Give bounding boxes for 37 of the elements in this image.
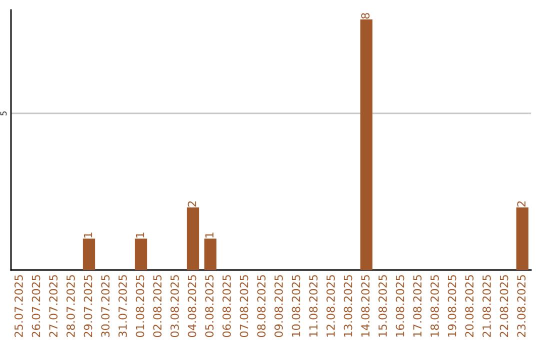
x-tick-label: 31.07.2025 [118,275,127,337]
x-tick-label: 30.07.2025 [101,275,110,337]
x-tick-label: 02.08.2025 [153,275,162,338]
x-tick-label: 27.07.2025 [49,275,58,337]
x-tick-label: 11.08.2025 [309,275,318,337]
x-tick-label: 18.08.2025 [430,275,439,337]
x-tick-label: 15.08.2025 [378,275,387,337]
x-tick-label: 19.08.2025 [448,275,456,337]
x-tick-label: 13.08.2025 [344,275,352,337]
data-label: 1 [84,232,92,238]
x-tick-label: 17.08.2025 [413,275,422,337]
x-tick-label: 03.08.2025 [170,275,179,338]
data-label: 1 [136,232,144,238]
x-tick-label: 22.08.2025 [500,275,508,337]
x-tick-label: 21.08.2025 [482,275,491,337]
x-tick-label: 23.08.2025 [517,275,526,337]
x-tick-label: 12.08.2025 [326,275,335,337]
x-tick-label: 20.08.2025 [465,275,474,337]
data-label: 8 [361,13,370,19]
y-tick-label: 5 [0,111,7,116]
data-label: 2 [517,201,526,207]
x-tick-label: 28.07.2025 [66,275,75,337]
x-tick-label: 10.08.2025 [292,275,300,337]
x-tick-label: 16.08.2025 [396,275,404,337]
x-tick-label: 29.07.2025 [84,275,92,337]
x-tick-label: 04.08.2025 [188,275,196,338]
x-tick-label: 26.07.2025 [32,275,40,337]
x-tick-label: 14.08.2025 [361,275,370,337]
x-tick-label: 07.08.2025 [240,275,248,338]
x-tick-label: 09.08.2025 [274,275,283,338]
data-label: 1 [205,232,214,238]
x-tick-label: 06.08.2025 [222,275,231,338]
data-label: 2 [188,201,196,207]
x-tick-label: 05.08.2025 [205,275,214,338]
x-tick-label: 01.08.2025 [136,275,144,338]
x-tick-label: 25.07.2025 [14,275,23,337]
x-tick-label: 08.08.2025 [257,275,266,338]
